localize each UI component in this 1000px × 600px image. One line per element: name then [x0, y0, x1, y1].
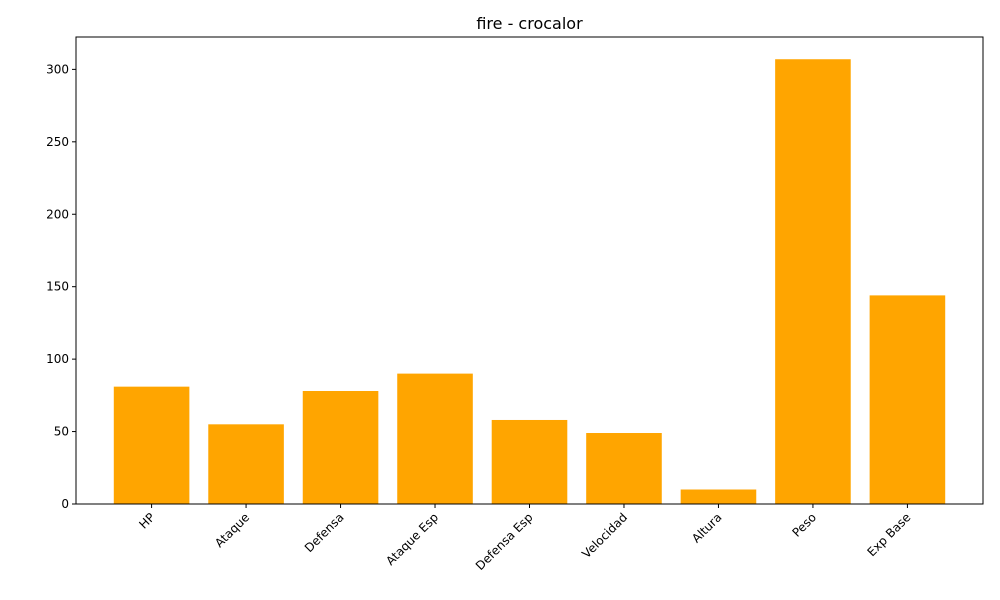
x-tick-label: Exp Base: [865, 510, 914, 559]
chart-title: fire - crocalor: [476, 14, 583, 33]
y-tick-label: 250: [46, 135, 69, 149]
y-axis: 0 50 100 150 200 250 300: [46, 62, 76, 511]
x-tick-label: Peso: [790, 510, 820, 540]
plot-frame: [75, 36, 984, 505]
bar-exp-base: [869, 295, 946, 504]
x-tick-label: Ataque Esp: [383, 510, 441, 568]
x-tick-label: Defensa: [302, 510, 347, 555]
y-tick-label: 150: [46, 280, 69, 294]
bar-ataque-esp: [397, 373, 473, 504]
x-tick-label: Velocidad: [579, 510, 630, 561]
x-tick-label: Altura: [689, 510, 724, 545]
bar-velocidad: [586, 433, 662, 504]
x-tick-label: Ataque: [212, 510, 252, 550]
y-tick-label: 200: [46, 207, 69, 221]
bar-defensa: [302, 390, 379, 504]
bar-hp: [113, 386, 190, 504]
y-tick-label: 50: [54, 425, 69, 439]
y-tick-label: 100: [46, 352, 69, 366]
bar-ataque: [208, 424, 284, 504]
y-tick-label: 0: [61, 497, 69, 511]
bar-defensa-esp: [491, 419, 568, 504]
y-tick-label: 300: [46, 62, 69, 76]
x-tick-label: HP: [136, 510, 157, 531]
bars-group: [113, 59, 946, 504]
bar-peso: [775, 59, 851, 504]
x-axis: HP Ataque Defensa Ataque Esp Defensa Esp Velo…: [136, 504, 914, 573]
x-tick-label: Defensa Esp: [473, 510, 536, 573]
bar-altura: [680, 489, 757, 504]
